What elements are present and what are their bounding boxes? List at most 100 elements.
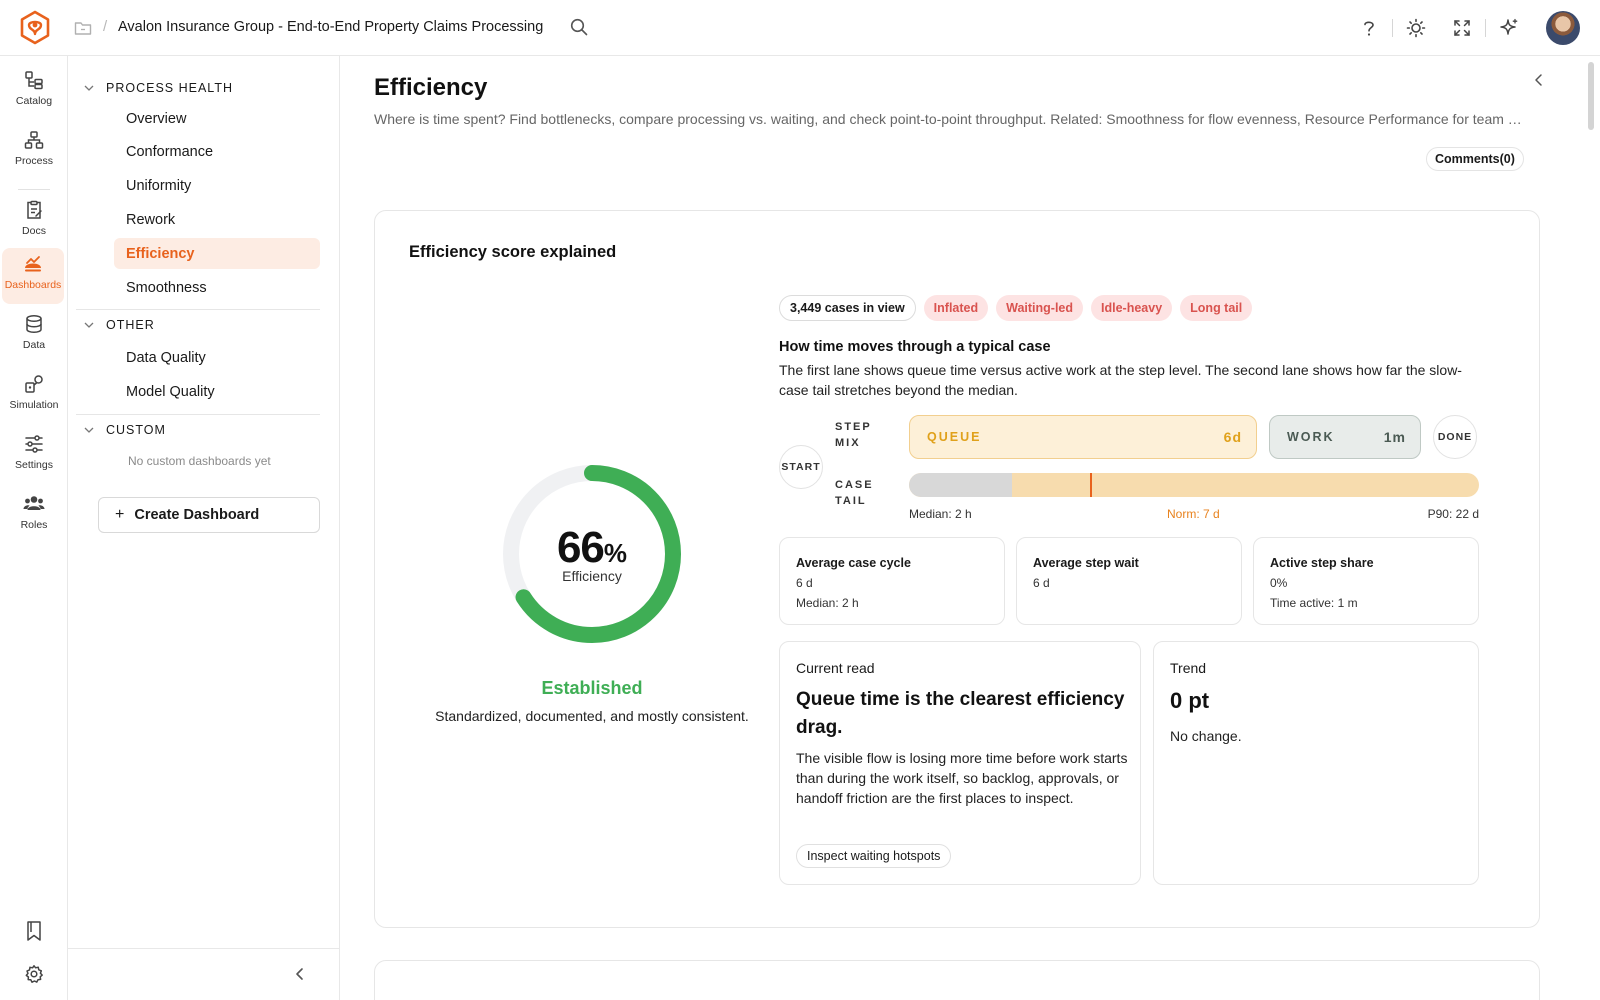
process-icon <box>24 131 44 149</box>
section-process-health[interactable]: PROCESS HEALTH <box>84 78 233 98</box>
top-bar: / Avalon Insurance Group - End-to-End Pr… <box>0 0 1600 56</box>
rail-divider <box>18 189 50 190</box>
sidebar-item-rework[interactable]: Rework <box>126 211 176 228</box>
rail-label: Roles <box>20 519 48 531</box>
rail-item-process[interactable]: Process <box>0 124 68 180</box>
section-custom[interactable]: CUSTOM <box>84 420 166 440</box>
help-icon[interactable] <box>1346 19 1392 37</box>
rail-item-dashboards[interactable]: Dashboards <box>2 248 64 304</box>
done-node: DONE <box>1433 415 1477 459</box>
rail-item-simulation[interactable]: Simulation <box>0 368 68 424</box>
sidebar-item-conformance[interactable]: Conformance <box>126 143 214 160</box>
icon-rail: Catalog Process Docs Dashboards Data Sim… <box>0 56 68 1000</box>
trend-value: 0 pt <box>1170 688 1210 713</box>
rail-label: Docs <box>22 225 46 237</box>
gauge-label: Efficiency <box>562 568 622 584</box>
work-label: WORK <box>1287 430 1335 444</box>
p90-label: P90: 22 d <box>1427 507 1479 521</box>
gear-icon[interactable] <box>0 964 68 984</box>
tag-chip: Inflated <box>923 295 989 321</box>
stat-value: 0% <box>1270 576 1288 590</box>
sidebar-item-overview[interactable]: Overview <box>126 110 187 127</box>
rail-item-data[interactable]: Data <box>0 308 68 364</box>
median-label: Median: 2 h <box>909 507 972 521</box>
stat-sub: Median: 2 h <box>796 596 859 610</box>
divider <box>1392 19 1393 37</box>
rail-item-settings[interactable]: Settings <box>0 428 68 484</box>
sparkle-icon[interactable] <box>1486 18 1532 38</box>
collapse-sidebar-button[interactable] <box>290 964 310 984</box>
catalog-icon <box>25 71 43 90</box>
chevron-down-icon <box>84 322 94 328</box>
plus-icon: + <box>115 506 125 523</box>
current-read-headline: Queue time is the clearest efficiency dr… <box>796 689 1125 738</box>
stat-title: Average case cycle <box>796 556 911 570</box>
sidebar-item-model-quality[interactable]: Model Quality <box>126 383 215 400</box>
empty-custom-text: No custom dashboards yet <box>128 454 271 468</box>
flow-description: The first lane shows queue time versus a… <box>779 362 1462 398</box>
maturity-description: Standardized, documented, and mostly con… <box>435 708 749 724</box>
section-label: PROCESS HEALTH <box>106 81 233 95</box>
collapse-panel-button[interactable] <box>1532 72 1546 88</box>
rail-label: Simulation <box>9 399 59 411</box>
breadcrumb-separator: / <box>103 18 108 35</box>
app-logo[interactable] <box>18 10 52 46</box>
scrollbar[interactable] <box>1588 62 1594 130</box>
stat-average-step-wait: Average step wait 6 d <box>1016 537 1242 625</box>
rail-item-roles[interactable]: Roles <box>0 488 68 544</box>
divider <box>76 414 320 415</box>
fullscreen-icon[interactable] <box>1439 19 1485 37</box>
logo-icon <box>20 10 50 45</box>
rail-item-docs[interactable]: Docs <box>0 194 68 250</box>
rail-label: Data <box>22 339 46 351</box>
chevron-left-icon <box>1535 74 1542 86</box>
section-label: CUSTOM <box>106 423 166 437</box>
tag-chips: 3,449 cases in view Inflated Waiting-led… <box>779 295 1253 321</box>
stat-average-case-cycle: Average case cycle 6 d Median: 2 h <box>779 537 1005 625</box>
efficiency-gauge <box>503 465 681 643</box>
search-icon[interactable] <box>570 18 588 36</box>
rail-item-catalog[interactable]: Catalog <box>0 64 68 120</box>
top-actions <box>1346 10 1580 46</box>
folder-icon[interactable] <box>74 20 92 36</box>
case-tail-label: CASE TAIL <box>835 479 874 507</box>
gauge-fill <box>503 465 681 643</box>
rail-label: Dashboards <box>4 279 62 291</box>
comments-button[interactable]: Comments(0) <box>1426 147 1524 171</box>
stat-title: Average step wait <box>1033 556 1139 570</box>
cases-chip: 3,449 cases in view <box>779 295 916 321</box>
inspect-waiting-hotspots-button[interactable]: Inspect waiting hotspots <box>796 844 952 868</box>
flow-title: How time moves through a typical case <box>779 339 1051 355</box>
user-avatar[interactable] <box>1546 11 1580 45</box>
bookmark-icon[interactable] <box>0 920 68 942</box>
theme-icon[interactable] <box>1393 18 1439 38</box>
norm-label: Norm: 7 d <box>1167 507 1220 521</box>
stat-active-step-share: Active step share 0% Time active: 1 m <box>1253 537 1479 625</box>
sidebar-item-smoothness[interactable]: Smoothness <box>126 279 207 296</box>
norm-marker <box>1090 473 1093 497</box>
queue-segment[interactable]: QUEUE 6d <box>909 415 1257 459</box>
create-dashboard-label: Create Dashboard <box>134 507 260 523</box>
stat-value: 6 d <box>796 576 813 590</box>
stat-sub: Time active: 1 m <box>1270 596 1358 610</box>
stat-value: 6 d <box>1033 576 1050 590</box>
work-segment[interactable]: WORK 1m <box>1269 415 1421 459</box>
step-mix-label: STEP MIX <box>835 421 872 449</box>
dashboards-icon <box>25 256 41 272</box>
score-number: 66 <box>556 523 605 572</box>
sidebar-item-efficiency[interactable]: Efficiency <box>114 238 320 269</box>
sidebar-item-uniformity[interactable]: Uniformity <box>126 177 192 194</box>
start-node: START <box>779 445 823 489</box>
dashboard-sidebar: PROCESS HEALTH Overview Conformance Unif… <box>68 56 340 1000</box>
current-read-label: Current read <box>796 660 875 676</box>
divider <box>76 309 320 310</box>
chevron-left-icon <box>296 968 303 980</box>
queue-value: 6d <box>1223 429 1242 445</box>
section-label: OTHER <box>106 318 155 332</box>
main-content: Efficiency Where is time spent? Find bot… <box>340 56 1600 1000</box>
create-dashboard-button[interactable]: + Create Dashboard <box>98 497 320 533</box>
project-title: Avalon Insurance Group - End-to-End Prop… <box>118 19 544 35</box>
sidebar-item-data-quality[interactable]: Data Quality <box>126 349 206 366</box>
chevron-down-icon <box>84 85 94 91</box>
section-other[interactable]: OTHER <box>84 315 155 335</box>
